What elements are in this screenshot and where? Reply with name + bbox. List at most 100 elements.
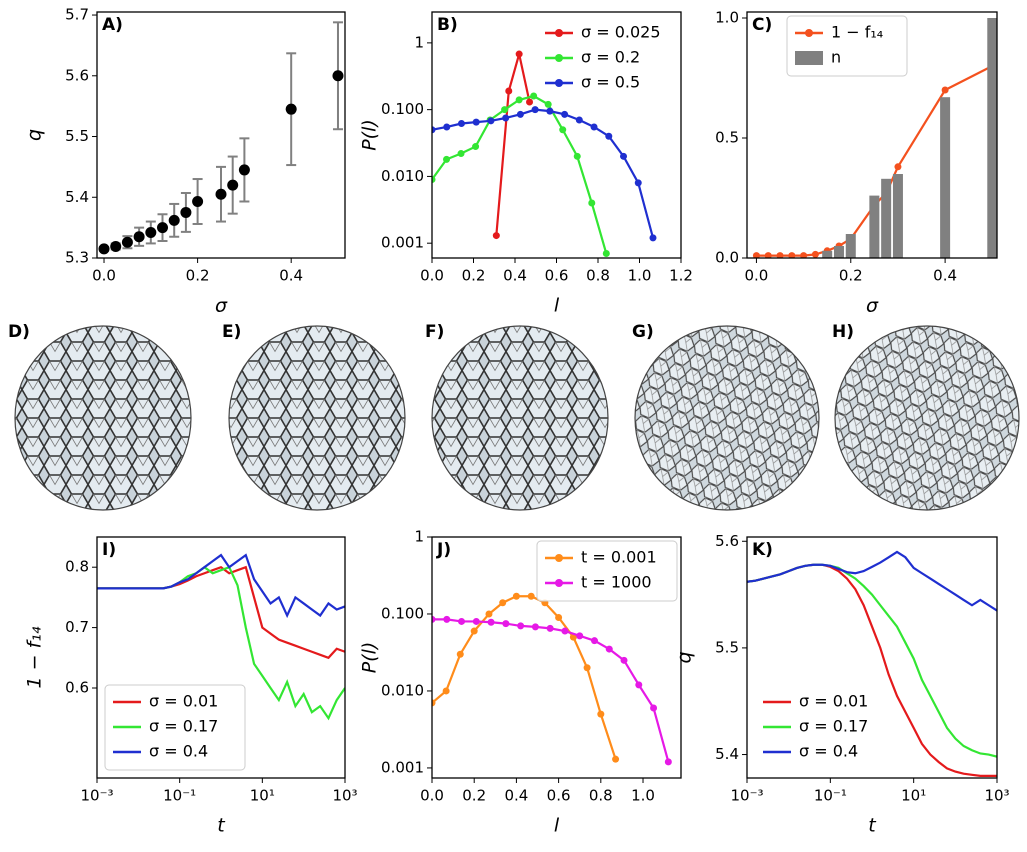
legend-label: 1 − f₁₄ <box>831 23 883 42</box>
panel-label: G) <box>632 322 654 342</box>
plot-area <box>432 592 672 766</box>
point <box>800 252 808 258</box>
legend-label: σ = 0.17 <box>149 717 218 736</box>
x-axis-label: l <box>554 815 560 837</box>
point <box>590 637 598 645</box>
x-axis-label: t <box>868 815 877 837</box>
plot-area <box>752 18 997 258</box>
point <box>516 110 524 118</box>
point <box>215 188 227 200</box>
legend-marker <box>555 79 563 87</box>
x-tick-label: 0.2 <box>186 267 210 285</box>
axes-frame <box>431 11 682 259</box>
y-tick-label: 0.100 <box>381 100 424 118</box>
foam-image <box>228 325 406 511</box>
point <box>512 592 520 600</box>
y-tick-label: 1 <box>414 528 424 546</box>
point <box>546 624 554 632</box>
point <box>502 114 510 122</box>
series-line <box>97 565 345 660</box>
point <box>576 632 584 640</box>
series-line <box>495 53 531 236</box>
panel-label: C) <box>752 15 772 35</box>
x-tick-label: 0.4 <box>503 267 527 285</box>
point <box>457 120 465 128</box>
point <box>472 143 480 151</box>
point <box>620 656 628 664</box>
panel-label: E) <box>222 322 241 342</box>
point <box>145 226 157 238</box>
foam-image <box>834 325 1020 511</box>
x-tick-label: 0.2 <box>462 267 486 285</box>
y-axis-label: q <box>24 129 46 141</box>
panel-label: B) <box>437 15 458 35</box>
series-line <box>432 595 617 760</box>
legend-label: σ = 0.01 <box>149 692 218 711</box>
panel-label: K) <box>752 540 773 560</box>
x-tick-label: 0.0 <box>745 267 769 285</box>
point <box>605 132 613 140</box>
panel-label: F) <box>425 322 444 342</box>
point <box>894 163 902 171</box>
point <box>432 699 436 707</box>
y-tick-label: 1.0 <box>715 9 739 27</box>
y-tick-label: 0.7 <box>65 618 89 636</box>
x-tick-label: 0.6 <box>547 787 571 805</box>
y-tick-label: 5.6 <box>65 66 89 84</box>
point <box>227 179 239 191</box>
point <box>588 199 596 207</box>
point <box>168 214 180 226</box>
point <box>505 87 513 95</box>
point <box>531 106 539 114</box>
point <box>457 150 465 158</box>
plot-area <box>98 21 344 255</box>
point <box>555 614 563 622</box>
point <box>811 250 819 258</box>
y-tick-label: 0.6 <box>65 679 89 697</box>
x-tick-label: 10¹ <box>901 787 926 805</box>
x-tick-label: 0.4 <box>504 787 528 805</box>
point <box>472 617 480 625</box>
legend-label: σ = 0.4 <box>799 742 858 761</box>
point <box>485 610 493 618</box>
foam-image <box>431 325 609 511</box>
point <box>487 618 495 626</box>
legend-frame <box>104 684 246 771</box>
point <box>752 252 760 258</box>
bar <box>833 246 844 258</box>
y-axis-label: 1 − f₁₄ <box>24 626 46 688</box>
point <box>583 664 591 672</box>
point <box>544 100 552 108</box>
point <box>180 206 192 218</box>
point <box>517 622 525 630</box>
x-tick-label: 10⁻¹ <box>814 787 847 805</box>
point <box>432 615 436 623</box>
axes-frame <box>746 11 998 259</box>
plot-area <box>97 553 345 721</box>
point <box>443 123 451 131</box>
point <box>456 650 464 658</box>
legend-frame <box>536 540 678 602</box>
point <box>561 627 569 635</box>
legend-label: t = 0.001 <box>581 548 657 567</box>
axes-frame <box>96 11 346 259</box>
x-tick-label: 10⁻¹ <box>163 787 196 805</box>
point <box>192 196 204 208</box>
point <box>561 110 569 118</box>
y-tick-label: 5.7 <box>65 6 89 24</box>
y-tick-label: 0.8 <box>65 558 89 576</box>
point <box>635 681 643 689</box>
x-tick-label: 0.6 <box>545 267 569 285</box>
axes-frame <box>746 536 998 779</box>
point <box>285 103 297 115</box>
legend-label: σ = 0.025 <box>581 23 661 42</box>
point <box>650 704 658 712</box>
x-tick-label: 10³ <box>984 787 1009 805</box>
point <box>472 118 480 126</box>
legend-marker <box>555 29 563 37</box>
y-tick-label: 1 <box>414 33 424 51</box>
series-line <box>747 550 997 612</box>
y-tick-label: 5.5 <box>65 127 89 145</box>
point <box>612 755 620 763</box>
point <box>634 179 642 187</box>
